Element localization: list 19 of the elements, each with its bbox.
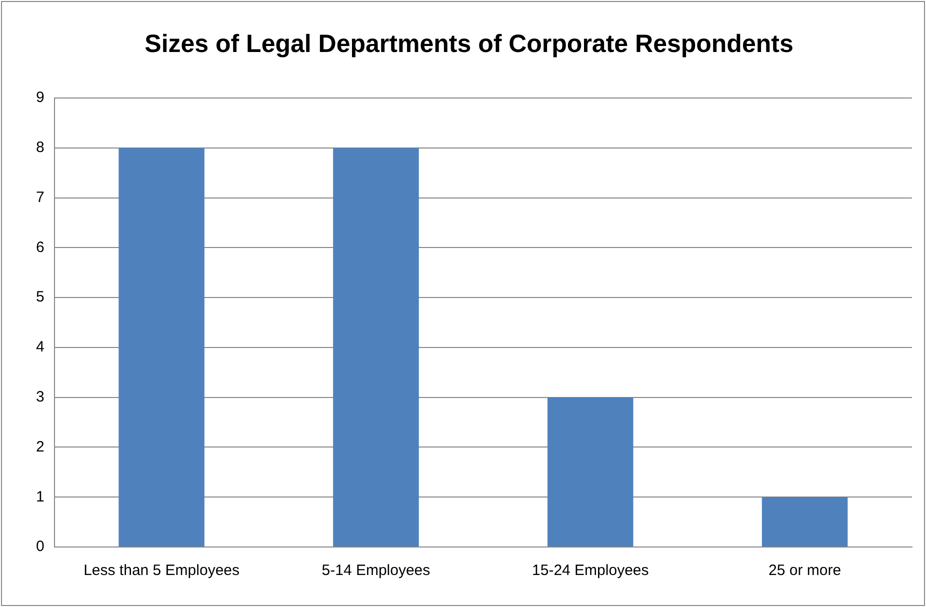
bar bbox=[547, 397, 634, 546]
y-tick-label: 0 bbox=[36, 538, 44, 556]
bar bbox=[333, 148, 419, 546]
x-tick-label: 25 or more bbox=[768, 562, 842, 580]
chart-title: Sizes of Legal Departments of Corporate Respondents bbox=[144, 30, 794, 58]
y-tick-label: 6 bbox=[36, 238, 44, 256]
y-tick-label: 8 bbox=[36, 139, 44, 156]
y-tick-label: 7 bbox=[36, 188, 44, 206]
bar bbox=[762, 497, 848, 546]
x-tick-label: 5-14 Employees bbox=[322, 562, 430, 580]
y-tick-label: 2 bbox=[36, 438, 44, 456]
x-tick-label: Less than 5 Employees bbox=[84, 562, 240, 580]
y-tick-label: 5 bbox=[36, 288, 44, 306]
x-tick-label: 15-24 Employees bbox=[532, 562, 649, 580]
bar bbox=[118, 148, 204, 546]
y-tick-label: 3 bbox=[36, 388, 44, 406]
y-tick-label: 9 bbox=[36, 89, 44, 106]
y-tick-label: 4 bbox=[36, 338, 44, 356]
y-tick-label: 1 bbox=[36, 488, 44, 506]
